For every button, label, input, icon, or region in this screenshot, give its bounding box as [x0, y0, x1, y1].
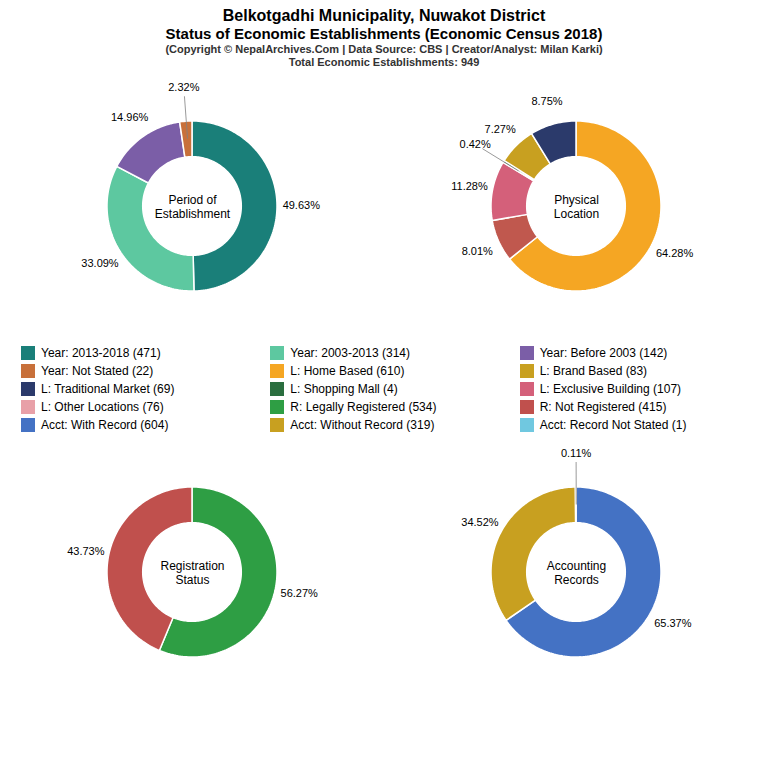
svg-text:11.28%: 11.28% [451, 180, 488, 192]
html-text:Acct: With Record (604): Acct: With Record (604) [41, 417, 169, 432]
svg-text:33.09%: 33.09% [81, 257, 119, 269]
html-text:Acct: Without Record (319): Acct: Without Record (319) [290, 417, 435, 432]
svg-text:Period ofEstablishment: Period ofEstablishment [155, 193, 231, 221]
html-text:Total Economic Establishments:: Total Economic Establishments: 949 [288, 56, 480, 69]
svg-text:56.27%: 56.27% [281, 587, 319, 599]
html-text:L: Shopping Mall (4): L: Shopping Mall (4) [290, 381, 398, 396]
html-text:Status of Economic Establishme: Status of Economic Establishments (Econo… [165, 25, 603, 43]
html-text:Acct: Record Not Stated (1): Acct: Record Not Stated (1) [539, 417, 687, 432]
html-text:Belkotgadhi Municipality, Nuwa: Belkotgadhi Municipality, Nuwakot Distri… [222, 7, 546, 24]
svg-text:34.52%: 34.52% [461, 515, 499, 527]
html-text:L: Other Locations (76): L: Other Locations (76) [41, 399, 164, 414]
html-text:Year: 2003-2013 (314): Year: 2003-2013 (314) [290, 345, 410, 360]
svg-text:14.96%: 14.96% [111, 111, 149, 123]
html-text:Year: 2013-2018 (471): Year: 2013-2018 (471) [41, 345, 161, 360]
html-text:L: Home Based (610): L: Home Based (610) [290, 363, 405, 378]
html-text:(Copyright © NepalArchives.Com: (Copyright © NepalArchives.Com | Data So… [165, 43, 603, 56]
svg-text:PhysicalLocation: PhysicalLocation [554, 193, 599, 221]
html-text:R: Not Registered (415): R: Not Registered (415) [539, 399, 667, 414]
html-text:Year: Before 2003 (142): Year: Before 2003 (142) [539, 345, 668, 360]
svg-text:49.63%: 49.63% [283, 198, 321, 210]
html-text:R: Legally Registered (534): R: Legally Registered (534) [290, 399, 437, 414]
html-text:L: Exclusive Building (107): L: Exclusive Building (107) [539, 381, 682, 396]
svg-text:8.75%: 8.75% [531, 95, 562, 107]
svg-text:8.01%: 8.01% [462, 244, 493, 256]
svg-text:0.42%: 0.42% [460, 137, 491, 149]
svg-text:0.11%: 0.11% [561, 447, 592, 459]
svg-text:RegistrationStatus: RegistrationStatus [160, 559, 224, 587]
svg-text:AccountingRecords: AccountingRecords [547, 559, 606, 587]
svg-text:7.27%: 7.27% [485, 122, 516, 134]
html-text:L: Traditional Market (69): L: Traditional Market (69) [41, 381, 175, 396]
svg-text:64.28%: 64.28% [656, 247, 694, 259]
svg-text:65.37%: 65.37% [654, 616, 692, 628]
svg-text:43.73%: 43.73% [67, 544, 105, 556]
html-text:Year: Not Stated (22): Year: Not Stated (22) [41, 363, 154, 378]
svg-text:2.32%: 2.32% [168, 81, 199, 93]
html-text:L: Brand Based (83): L: Brand Based (83) [539, 363, 648, 378]
